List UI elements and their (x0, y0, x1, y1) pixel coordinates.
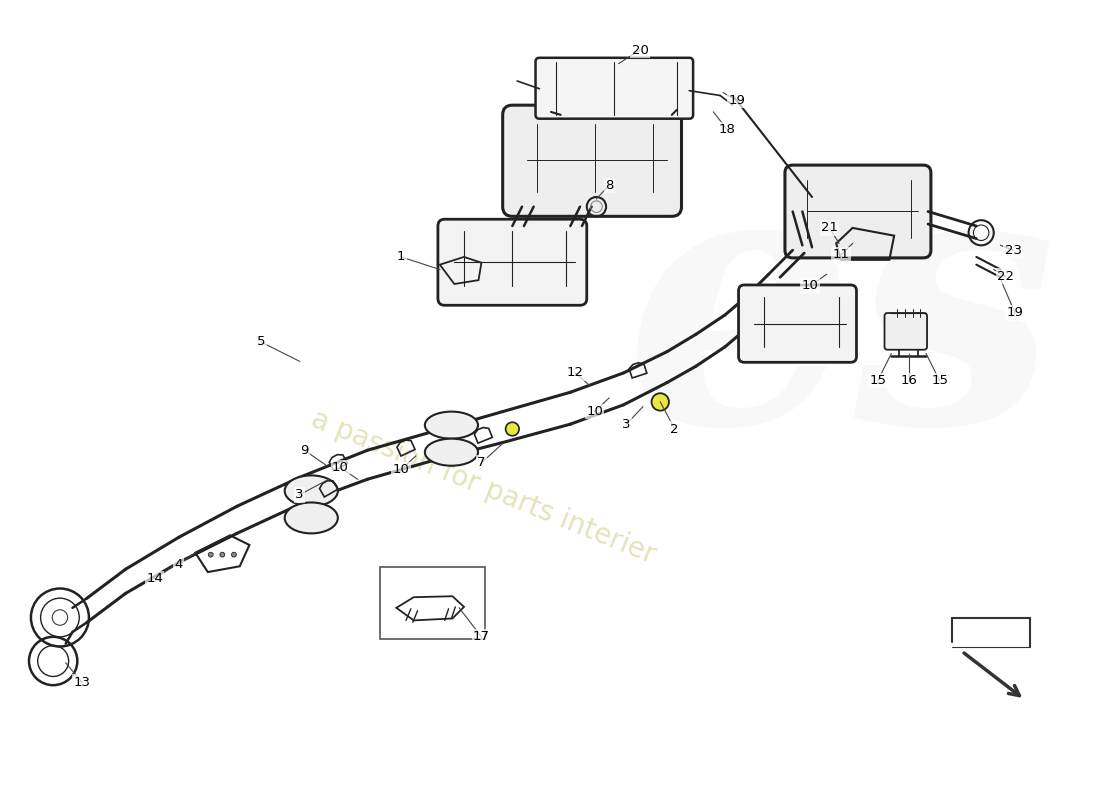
Circle shape (231, 552, 236, 557)
Text: 19: 19 (1006, 306, 1023, 319)
Text: 13: 13 (74, 676, 90, 689)
Text: 1: 1 (397, 250, 406, 263)
Text: 5: 5 (256, 335, 265, 349)
Text: 11: 11 (833, 249, 849, 262)
Text: 9: 9 (300, 444, 309, 457)
Text: 7: 7 (477, 456, 486, 470)
Ellipse shape (285, 502, 338, 534)
Text: es: es (625, 148, 1057, 498)
Text: 17: 17 (473, 630, 490, 643)
Text: 22: 22 (997, 270, 1014, 282)
Circle shape (208, 552, 213, 557)
FancyBboxPatch shape (438, 219, 586, 306)
Text: 15: 15 (931, 374, 948, 387)
Ellipse shape (285, 475, 338, 506)
Text: 20: 20 (631, 43, 648, 57)
Circle shape (220, 552, 224, 557)
Text: 23: 23 (1004, 244, 1022, 257)
FancyBboxPatch shape (884, 313, 927, 350)
Text: 12: 12 (566, 366, 584, 379)
Ellipse shape (425, 412, 478, 438)
Text: 10: 10 (393, 463, 409, 476)
Text: 8: 8 (605, 179, 613, 192)
FancyBboxPatch shape (379, 567, 485, 638)
Circle shape (506, 422, 519, 436)
Text: 4: 4 (175, 558, 183, 571)
Text: 16: 16 (900, 374, 917, 387)
Text: 15: 15 (869, 374, 887, 387)
Text: 2: 2 (671, 422, 679, 435)
Text: 19: 19 (728, 94, 745, 107)
FancyBboxPatch shape (785, 165, 931, 258)
Text: 10: 10 (802, 279, 818, 293)
Text: 3: 3 (623, 418, 630, 430)
Text: 10: 10 (332, 461, 349, 474)
Text: 10: 10 (586, 405, 603, 418)
FancyBboxPatch shape (738, 285, 857, 362)
Text: 3: 3 (296, 488, 304, 502)
Ellipse shape (425, 438, 478, 466)
Text: 21: 21 (821, 222, 838, 234)
Text: 14: 14 (146, 572, 163, 586)
Text: 18: 18 (718, 123, 736, 136)
Text: a passion for parts interier: a passion for parts interier (307, 405, 660, 569)
Circle shape (651, 394, 669, 410)
FancyBboxPatch shape (503, 105, 682, 216)
FancyBboxPatch shape (536, 58, 693, 118)
